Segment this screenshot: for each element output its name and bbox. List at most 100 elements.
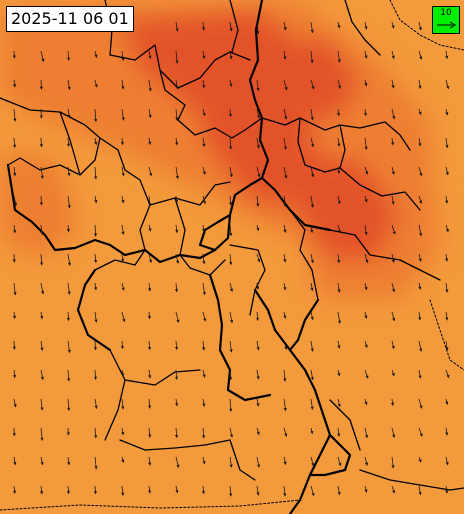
wind-vector-arrow-icon: [202, 398, 206, 407]
wind-vector-arrow-icon: [67, 166, 71, 177]
wind-vector-arrow-icon: [12, 311, 17, 319]
wind-vector-arrow-icon: [283, 21, 287, 31]
wind-vector-arrow-icon: [40, 456, 44, 466]
wind-vector-arrow-icon: [174, 369, 179, 380]
wind-vector-arrow-icon: [391, 195, 395, 205]
wind-vector-arrow-icon: [337, 195, 341, 205]
wind-vector-arrow-icon: [121, 195, 125, 204]
wind-vector-arrow-icon: [283, 427, 288, 437]
wind-vector-arrow-icon: [391, 108, 396, 120]
wind-vector-arrow-icon: [228, 108, 232, 118]
wind-vector-arrow-icon: [418, 456, 422, 463]
wind-vector-arrow-icon: [418, 137, 422, 147]
wind-vector-arrow-icon: [175, 253, 180, 264]
wind-vector-arrow-icon: [336, 108, 341, 117]
wind-vector-arrow-icon: [390, 137, 395, 146]
wind-vector-arrow-icon: [175, 137, 179, 146]
wind-vector-arrow-icon: [175, 50, 179, 64]
wind-vector-arrow-icon: [175, 398, 179, 407]
wind-vector-arrow-icon: [337, 21, 341, 29]
wind-vector-arrow-icon: [174, 427, 179, 439]
wind-vector-arrow-icon: [12, 79, 17, 88]
wind-vector-arrow-icon: [148, 79, 152, 92]
wind-vector-arrow-icon: [94, 427, 98, 439]
wind-vector-arrow-icon: [120, 340, 124, 350]
wind-vector-arrow-icon: [175, 311, 180, 323]
wind-vector-arrow-icon: [337, 166, 341, 174]
wind-vector-arrow-icon: [418, 369, 422, 379]
wind-vector-arrow-icon: [148, 253, 153, 263]
wind-vector-arrow-icon: [202, 311, 207, 322]
wind-vector-arrow-icon: [202, 195, 206, 205]
wind-vector-arrow-icon: [121, 311, 126, 323]
wind-vector-arrow-icon: [202, 137, 206, 147]
wind-vector-arrow-icon: [310, 166, 315, 178]
wind-vector-arrow-icon: [40, 340, 44, 351]
wind-vector-arrow-icon: [255, 311, 260, 321]
wind-vector-arrow-icon: [364, 166, 369, 175]
wind-vector-arrow-icon: [229, 50, 233, 60]
wind-vector-arrow-icon: [174, 282, 179, 293]
wind-vector-arrow-icon: [39, 137, 43, 148]
wind-vector-arrow-icon: [445, 79, 450, 90]
wind-vector-arrow-icon: [364, 340, 368, 348]
wind-vector-arrow-icon: [363, 108, 368, 117]
wind-vector-arrow-icon: [40, 166, 44, 179]
wind-vector-arrow-icon: [256, 340, 260, 351]
wind-vector-arrow-icon: [121, 108, 125, 121]
wind-vector-arrow-icon: [283, 369, 287, 382]
wind-vector-arrow-icon: [120, 137, 124, 146]
wind-vector-arrow-icon: [337, 79, 342, 89]
wind-vector-arrow-icon: [391, 485, 396, 494]
wind-vector-arrow-icon: [391, 369, 395, 377]
wind-vector-arrow-icon: [364, 224, 368, 236]
wind-vector-arrow-icon: [121, 456, 125, 463]
wind-vector-arrow-icon: [445, 108, 449, 116]
wind-vector-arrow-icon: [283, 485, 287, 497]
wind-vector-arrow-icon: [175, 108, 179, 121]
wind-vector-arrow-icon: [310, 137, 315, 148]
wind-vector-arrow-icon: [13, 398, 17, 408]
wind-vector-arrow-icon: [201, 21, 206, 31]
wind-vector-arrow-icon: [283, 50, 287, 60]
internal-borders: [0, 0, 464, 491]
wind-vector-arrow-icon: [364, 427, 369, 439]
wind-vector-arrow-icon: [201, 224, 206, 232]
wind-vector-arrow-icon: [148, 224, 152, 232]
wind-vector-arrow-icon: [256, 21, 260, 35]
wind-vector-arrow-icon: [256, 50, 260, 63]
wind-vector-arrow-icon: [93, 340, 98, 351]
wind-vector-arrow-icon: [310, 253, 314, 264]
wind-vector-arrow-icon: [13, 456, 17, 466]
wind-vector-arrow-icon: [418, 108, 422, 116]
wind-vector-arrow-icon: [364, 369, 369, 379]
wind-vector-arrow-icon: [201, 427, 206, 439]
wind-vector-arrow-icon: [256, 166, 261, 178]
wind-vector-arrow-icon: [148, 427, 152, 438]
wind-vector-arrow-icon: [67, 282, 71, 295]
wind-vector-arrow-icon: [148, 137, 152, 145]
wind-vector-arrow-icon: [94, 108, 98, 123]
wind-vector-arrow-icon: [364, 485, 368, 493]
wind-vector-arrow-icon: [40, 224, 44, 235]
wind-vector-arrow-icon: [40, 369, 44, 381]
wind-vector-arrow-icon: [364, 253, 369, 264]
wind-vector-arrow-icon: [391, 427, 396, 438]
wind-vector-arrow-icon: [256, 485, 260, 496]
wind-vector-arrow-icon: [94, 282, 98, 291]
wind-vector-arrow-icon: [283, 195, 287, 208]
wind-vector-arrow-icon: [67, 398, 71, 411]
wind-vector-arrow-icon: [12, 369, 17, 379]
wind-vector-arrow-icon: [337, 427, 341, 437]
wind-vector-arrow-icon: [445, 427, 449, 436]
wind-vector-arrow-icon: [93, 224, 98, 237]
wind-vector-arrow-icon: [202, 369, 206, 378]
wind-vector-arrow-icon: [13, 224, 17, 234]
wind-vector-arrow-icon: [391, 253, 395, 263]
wind-vector-arrow-icon: [256, 195, 260, 207]
wind-vector-arrow-icon: [67, 340, 71, 354]
